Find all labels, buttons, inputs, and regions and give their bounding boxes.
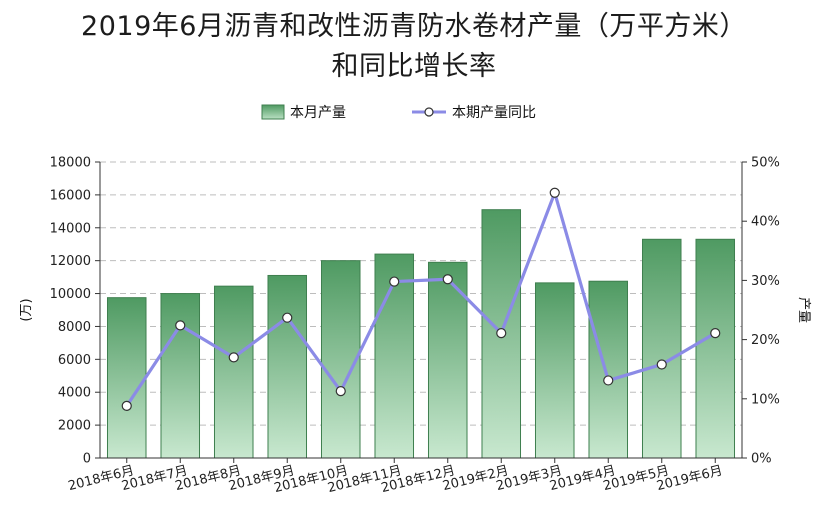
- line-point: [336, 387, 345, 396]
- right-tick-label: 10%: [751, 392, 780, 407]
- legend-label-bars: 本月产量: [290, 105, 346, 121]
- bar-series: [107, 210, 734, 458]
- bar: [321, 261, 360, 458]
- left-tick-label: 8000: [58, 320, 91, 335]
- left-tick-label: 6000: [58, 353, 91, 368]
- right-tick-label: 30%: [751, 274, 780, 289]
- legend-line-marker: [425, 108, 433, 116]
- left-tick-label: 2000: [58, 419, 91, 434]
- line-point: [604, 376, 613, 385]
- left-tick-label: 16000: [50, 188, 91, 203]
- line-point: [283, 313, 292, 322]
- line-point: [497, 329, 506, 338]
- left-y-ticks: 0 2000 4000 6000 8000 10000 12000 14000 16000 180…: [50, 156, 100, 467]
- left-tick-label: 4000: [58, 386, 91, 401]
- left-axis-title: (万): [19, 298, 34, 321]
- line-point: [176, 321, 185, 330]
- bar: [107, 298, 146, 458]
- bar: [214, 286, 253, 458]
- bar: [696, 239, 735, 458]
- left-tick-label: 18000: [50, 156, 91, 171]
- left-tick-label: 14000: [50, 221, 91, 236]
- line-series: [122, 188, 720, 410]
- legend-label-line: 本期产量同比: [452, 105, 536, 121]
- line-point: [390, 277, 399, 286]
- left-tick-label: 0: [83, 452, 91, 467]
- right-y-ticks: 0% 10% 20% 30% 40% 50%: [742, 156, 780, 467]
- line-point: [443, 275, 452, 284]
- right-tick-label: 40%: [751, 215, 780, 230]
- line-point: [122, 401, 131, 410]
- bar: [642, 239, 681, 458]
- line-point: [711, 329, 720, 338]
- legend-bar-swatch: [262, 105, 284, 119]
- right-axis-title: 产量: [796, 297, 811, 323]
- bar: [161, 294, 200, 458]
- left-tick-label: 12000: [50, 254, 91, 269]
- right-tick-label: 20%: [751, 333, 780, 348]
- line-point: [229, 353, 238, 362]
- x-ticks: 2018年6月2018年7月2018年8月2018年9月2018年10月2018…: [67, 458, 724, 496]
- left-tick-label: 10000: [50, 287, 91, 302]
- bar: [268, 275, 307, 458]
- line-point: [550, 188, 559, 197]
- right-tick-label: 0%: [751, 452, 772, 467]
- line-point: [657, 360, 666, 369]
- right-tick-label: 50%: [751, 156, 780, 171]
- legend: 本月产量 本期产量同比: [262, 105, 536, 121]
- bar: [589, 281, 628, 458]
- bar: [535, 283, 574, 458]
